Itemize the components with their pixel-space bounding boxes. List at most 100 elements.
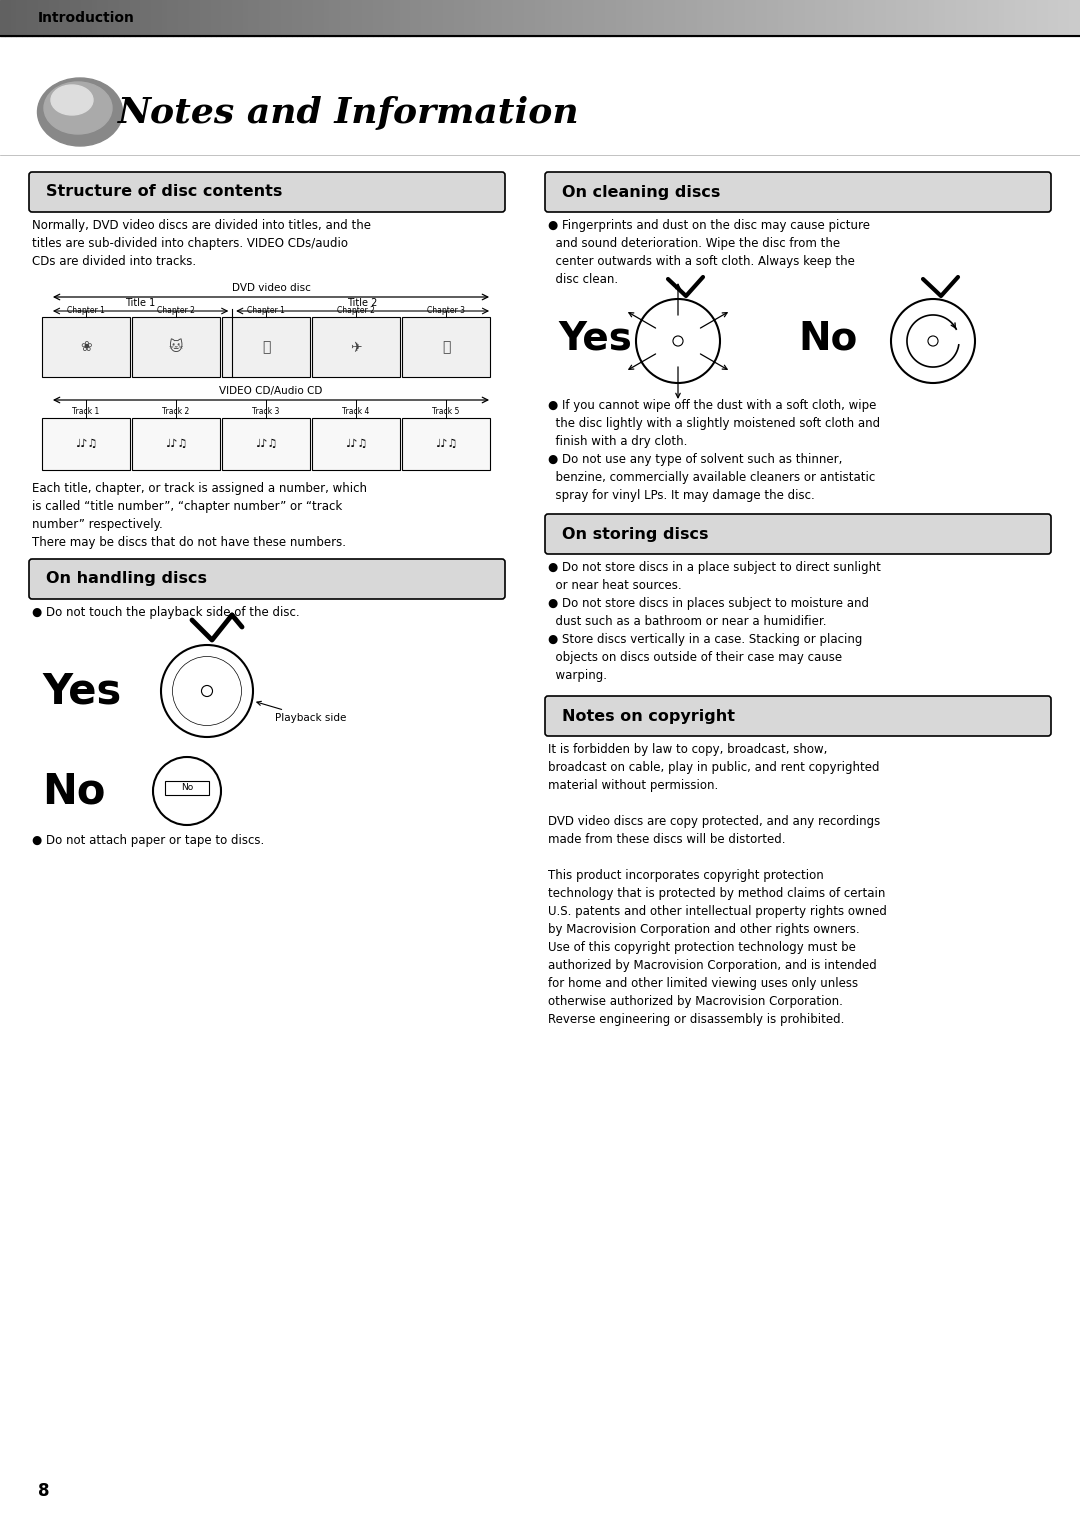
Text: Structure of disc contents: Structure of disc contents xyxy=(46,185,282,200)
Text: 🚗: 🚗 xyxy=(442,340,450,354)
Text: Notes on copyright: Notes on copyright xyxy=(562,708,735,723)
Circle shape xyxy=(202,685,213,696)
Bar xyxy=(356,0,362,37)
Bar xyxy=(54,0,59,37)
Bar xyxy=(1075,0,1080,37)
Bar xyxy=(653,0,659,37)
Bar xyxy=(902,0,907,37)
Bar xyxy=(405,0,410,37)
Bar xyxy=(464,0,470,37)
Bar xyxy=(502,0,508,37)
Bar xyxy=(670,0,675,37)
Bar xyxy=(675,0,680,37)
Bar xyxy=(562,0,567,37)
Bar xyxy=(189,0,194,37)
Bar xyxy=(691,0,697,37)
Text: ⛵: ⛵ xyxy=(261,340,270,354)
Bar xyxy=(972,0,977,37)
Bar xyxy=(108,0,113,37)
Bar xyxy=(518,0,524,37)
Bar xyxy=(599,0,605,37)
Bar xyxy=(329,0,335,37)
Bar xyxy=(140,0,146,37)
Bar xyxy=(421,0,427,37)
Bar xyxy=(167,0,173,37)
Bar xyxy=(92,0,97,37)
Bar xyxy=(837,0,842,37)
Ellipse shape xyxy=(38,78,122,146)
Bar xyxy=(913,0,918,37)
Bar xyxy=(1010,0,1015,37)
Bar xyxy=(589,0,594,37)
Text: VIDEO CD/Audio CD: VIDEO CD/Audio CD xyxy=(219,386,323,397)
Bar xyxy=(475,0,481,37)
Bar xyxy=(312,317,400,377)
Bar xyxy=(648,0,653,37)
Bar xyxy=(713,0,718,37)
Text: ● Do not touch the playback side of the disc.: ● Do not touch the playback side of the … xyxy=(32,606,299,620)
Bar xyxy=(702,0,707,37)
Bar xyxy=(205,0,211,37)
Bar xyxy=(767,0,772,37)
Bar xyxy=(983,0,988,37)
FancyBboxPatch shape xyxy=(29,172,505,212)
Bar xyxy=(454,0,459,37)
Bar xyxy=(934,0,940,37)
FancyBboxPatch shape xyxy=(545,514,1051,554)
Text: ♩♪♫: ♩♪♫ xyxy=(345,439,367,449)
Text: 🐱: 🐱 xyxy=(168,340,184,354)
Bar xyxy=(378,0,383,37)
Bar xyxy=(1042,0,1048,37)
Text: ❀: ❀ xyxy=(80,340,92,354)
Text: ● Do not store discs in a place subject to direct sunlight
  or near heat source: ● Do not store discs in a place subject … xyxy=(548,562,881,682)
Bar xyxy=(880,0,886,37)
Bar xyxy=(286,0,292,37)
Bar xyxy=(292,0,297,37)
Bar xyxy=(545,0,551,37)
Bar xyxy=(22,0,27,37)
Bar xyxy=(42,317,130,377)
Bar xyxy=(81,0,86,37)
Text: ♩♪♫: ♩♪♫ xyxy=(435,439,457,449)
Bar xyxy=(950,0,956,37)
Bar xyxy=(994,0,999,37)
Bar xyxy=(38,0,43,37)
Bar xyxy=(151,0,157,37)
Bar xyxy=(0,0,5,37)
Bar xyxy=(86,0,92,37)
Bar xyxy=(815,0,821,37)
Circle shape xyxy=(928,336,939,346)
Bar xyxy=(610,0,616,37)
Text: Track 1: Track 1 xyxy=(72,407,99,417)
Bar xyxy=(853,0,859,37)
Bar xyxy=(312,418,400,470)
Text: Track 5: Track 5 xyxy=(432,407,460,417)
Bar xyxy=(923,0,929,37)
Bar xyxy=(5,0,11,37)
Bar xyxy=(275,0,281,37)
Bar xyxy=(335,0,340,37)
Bar xyxy=(49,0,54,37)
Bar xyxy=(1021,0,1026,37)
Text: Introduction: Introduction xyxy=(38,11,135,24)
Bar xyxy=(146,0,151,37)
Bar xyxy=(967,0,972,37)
Bar xyxy=(16,0,22,37)
Bar xyxy=(340,0,346,37)
Bar xyxy=(394,0,400,37)
Ellipse shape xyxy=(51,85,93,114)
Bar xyxy=(756,0,761,37)
Text: No: No xyxy=(798,320,858,359)
Bar xyxy=(659,0,664,37)
Bar xyxy=(842,0,848,37)
Circle shape xyxy=(673,336,683,346)
Bar xyxy=(211,0,216,37)
Bar xyxy=(578,0,583,37)
Bar xyxy=(448,0,454,37)
Bar xyxy=(783,0,788,37)
Text: DVD video disc: DVD video disc xyxy=(231,282,310,293)
Bar xyxy=(97,0,103,37)
Bar xyxy=(248,0,254,37)
Bar xyxy=(907,0,913,37)
Bar xyxy=(351,0,356,37)
